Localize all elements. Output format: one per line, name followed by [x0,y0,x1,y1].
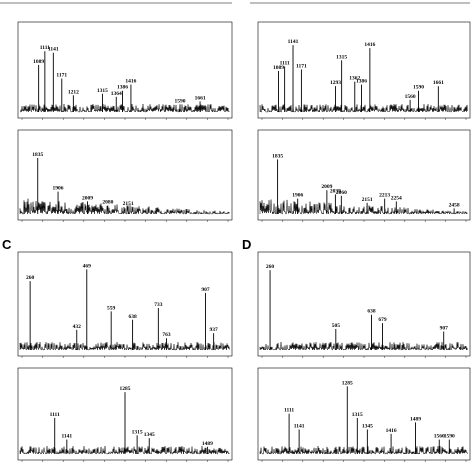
peak-label: 1089 [33,59,44,65]
peak-label: 1661 [433,80,444,86]
peak-label: 1345 [362,424,373,430]
peak-label: 2151 [123,201,134,207]
peak-label: 1590 [175,98,186,104]
plot-frame [257,251,471,357]
peak-label: 679 [378,317,387,323]
peak-label: 2039 [330,188,341,194]
peak-label: 1835 [32,152,43,158]
peak-label: 1315 [352,412,363,418]
peak-label: 469 [83,263,92,269]
plot-frame [17,251,233,357]
peak-label: 763 [162,332,171,338]
peak-label: 559 [107,305,116,311]
peak-label: 2009 [82,195,93,201]
peak-label: 1285 [120,386,131,392]
baseline-trace [19,198,230,215]
baseline-trace [259,104,468,113]
peak-label: 1212 [68,89,79,95]
peak-label: 1489 [202,441,213,447]
peak-label: 638 [367,309,376,315]
peak-label: 1416 [125,79,136,85]
peak-label: 1171 [56,73,67,79]
peak-label: 1906 [53,186,64,192]
peak-label: 1315 [132,429,143,435]
peak-label: 2458 [449,202,460,208]
peak-label: 1560 [434,434,445,440]
peak-label: 937 [210,327,219,333]
peak-label: 1141 [294,424,305,430]
peak-label: 2213 [379,193,390,199]
peak-label: 1386 [356,79,367,85]
peak-label: 2151 [362,197,373,203]
peak-label: 1141 [61,434,72,440]
peak-label: 1141 [48,47,59,53]
peak-label: 1362 [349,76,360,82]
peak-label: 638 [128,314,137,320]
peak-label: 2080 [102,200,113,206]
peak-label: 907 [440,326,449,332]
peak-label: 1111 [280,60,290,66]
plot-frame [257,129,471,221]
panel-label-c: C [2,237,12,252]
peak-label: 1364 [111,91,122,97]
panel-label-d: D [242,237,251,252]
peak-label: 1590 [444,434,455,440]
spectrum-C-b: 1111 1141 1285 1315 1345 1489 [17,367,233,462]
peak-label: 1906 [292,193,303,199]
peak-label: 1590 [413,85,424,91]
peak-label: 1171 [296,63,307,69]
baseline-trace [259,446,468,455]
peak-label: 1293 [330,80,341,86]
peak-label: 1835 [272,153,283,159]
peak-label: 1285 [342,380,353,386]
peak-label: 1560 [405,94,416,100]
peak-label: 1089 [273,65,284,71]
peak-label: 260 [26,275,35,281]
peak-label: 2254 [391,195,402,201]
peak-label: 2060 [336,190,347,196]
spectrum-C-a: 260 432 469 559 638 733 763 907 937 [17,251,233,358]
peak-label: 1416 [364,42,375,48]
peak-label: 1111 [40,45,50,51]
peak-label: 907 [201,287,210,293]
baseline-trace [259,199,468,215]
spectrum-D-b: 1111 1141 1285 1315 1345 1416 1489 1560 1590 [257,367,471,462]
baseline-trace [19,341,230,351]
peak-label: 1111 [284,408,294,414]
baseline-trace [259,341,468,351]
peak-label: 1315 [97,88,108,94]
peak-label: 1489 [410,416,421,422]
peak-label: 432 [73,324,82,330]
spectrum-top-left-b: 1835 1906 2009 2080 2151 [17,129,233,222]
peak-label: 505 [332,323,341,329]
peak-label: 1141 [288,39,299,45]
peak-label: 2009 [321,184,332,190]
peak-label: 1111 [50,412,60,418]
peak-label: 1345 [144,432,155,438]
peak-label: 1661 [195,95,206,101]
peak-label: 1386 [117,85,128,91]
peak-label: 1416 [386,428,397,434]
baseline-trace [20,103,230,113]
peak-label: 1315 [336,54,347,60]
peak-label: 260 [266,264,275,270]
peak-label: 733 [154,302,163,308]
